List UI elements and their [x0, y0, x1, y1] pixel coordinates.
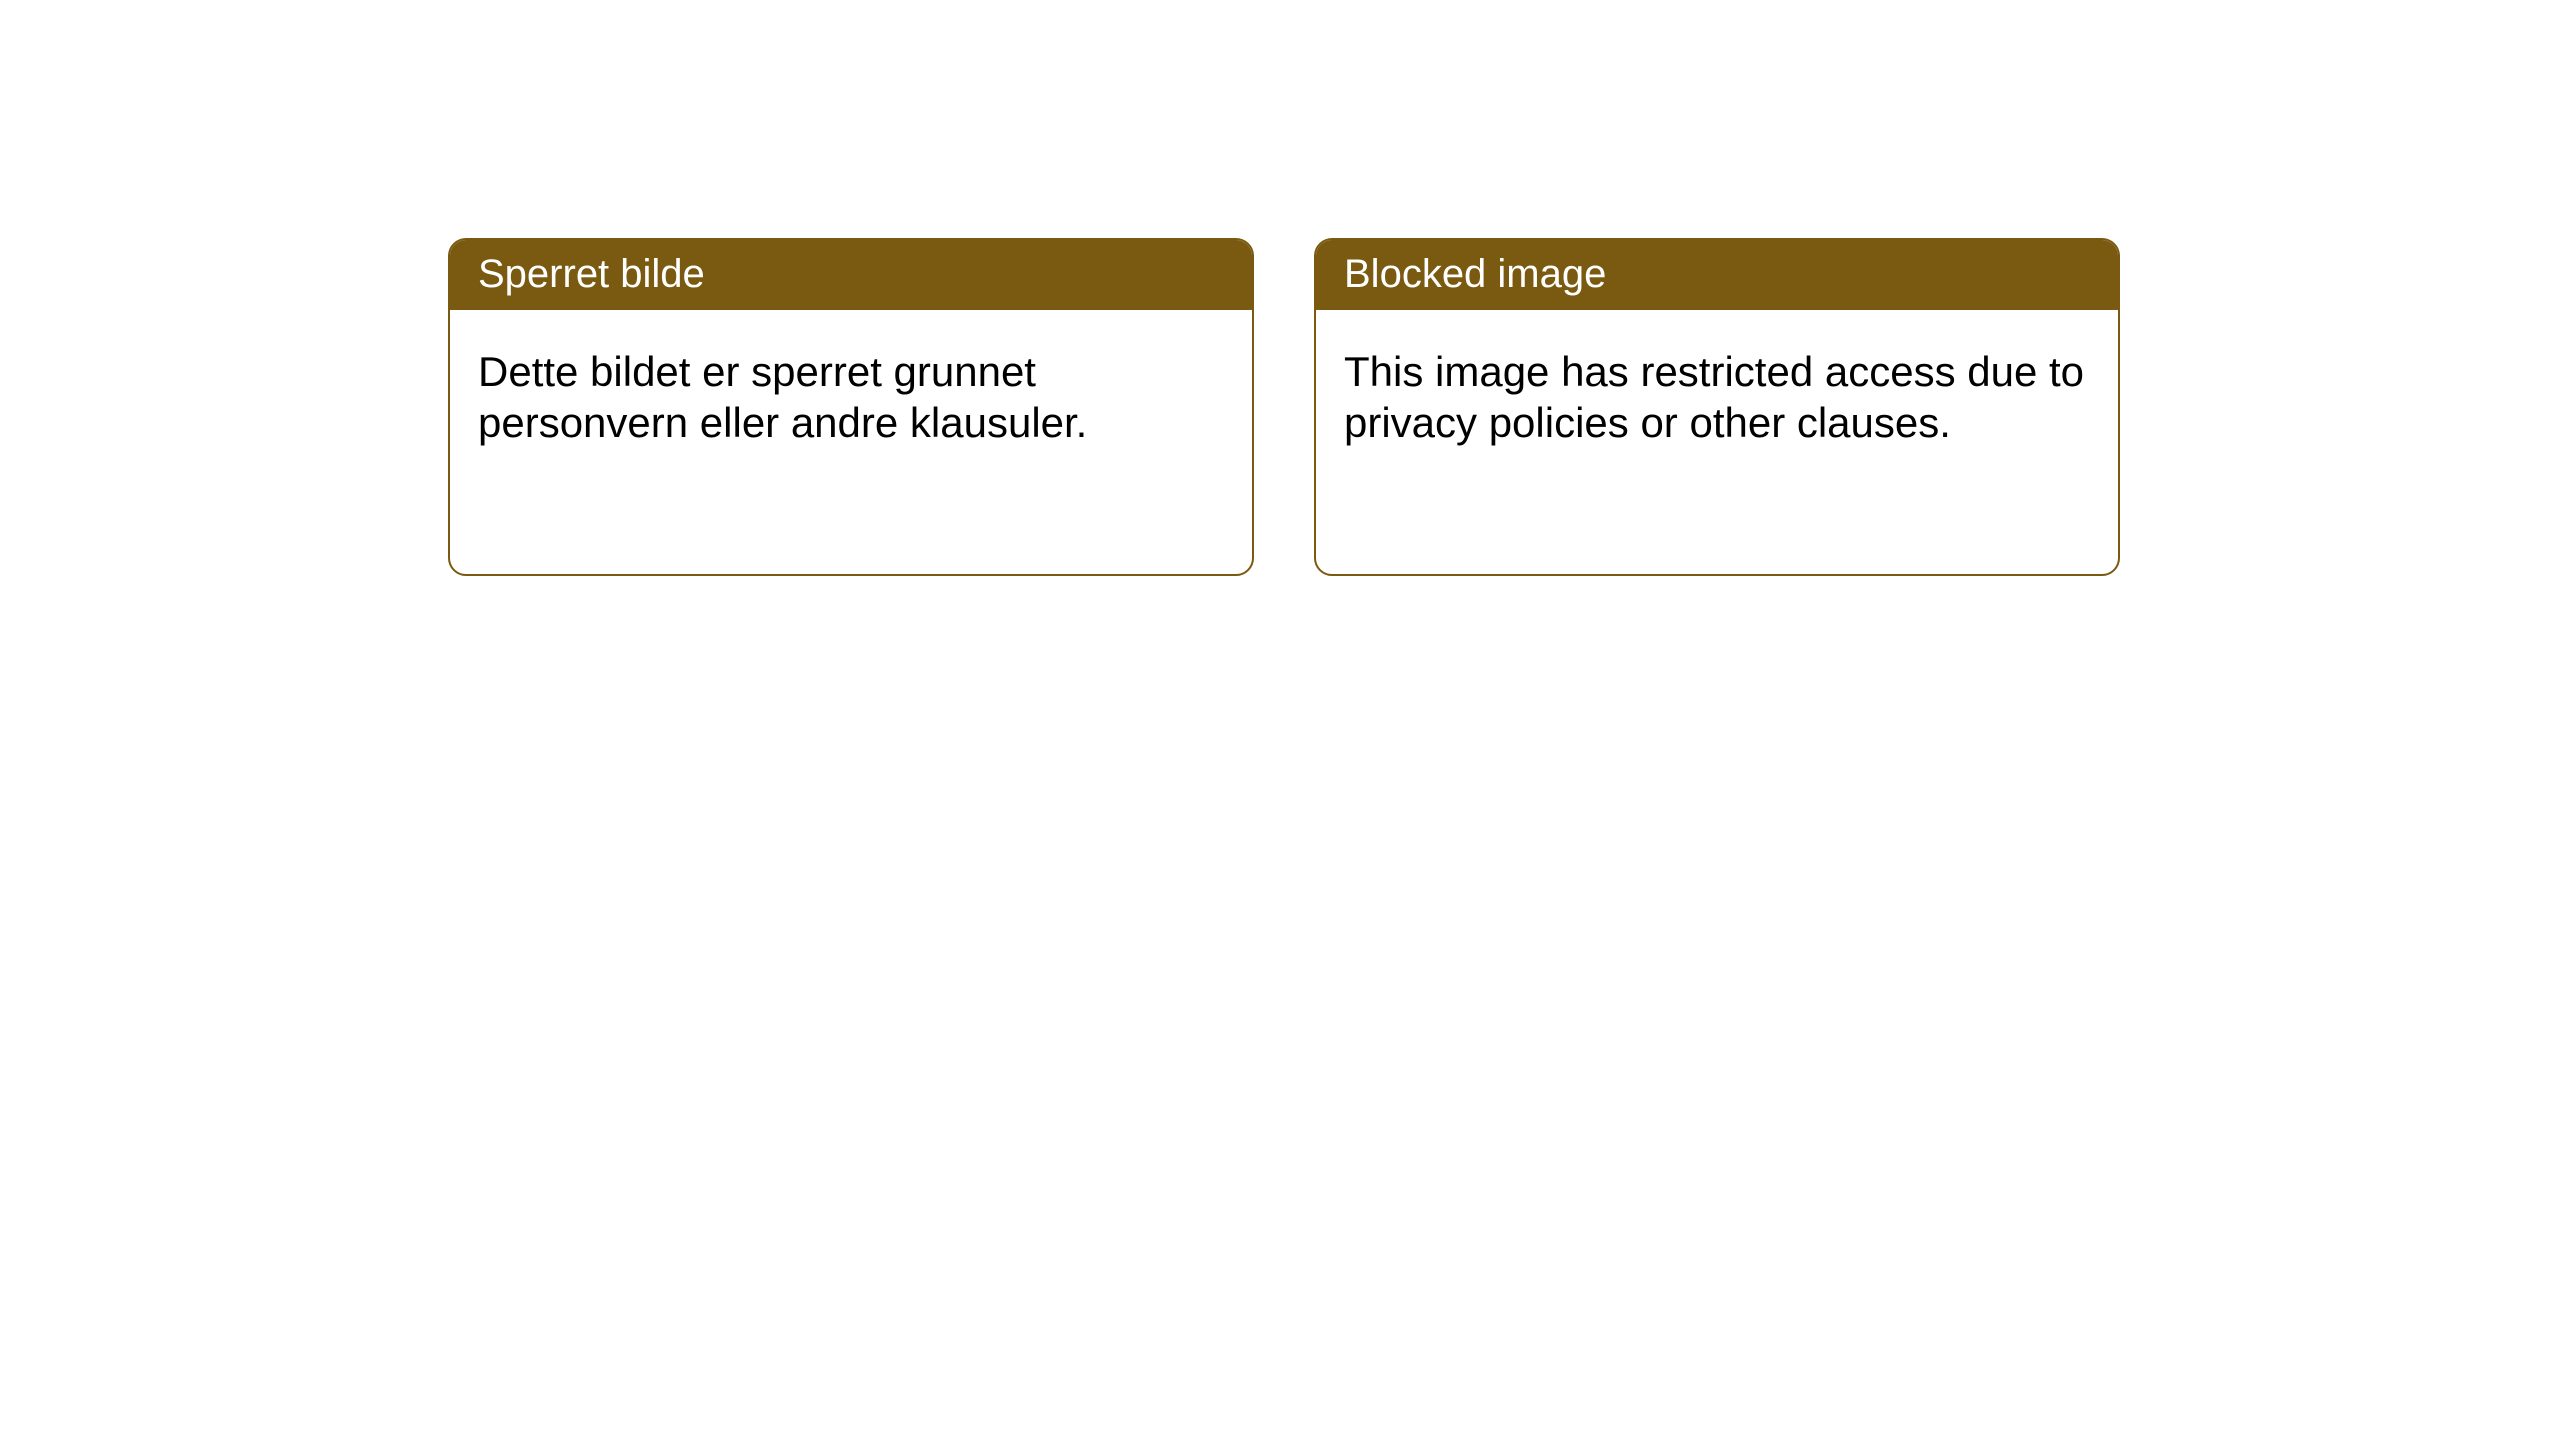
notice-header: Sperret bilde	[450, 240, 1252, 310]
notice-body-text: This image has restricted access due to …	[1344, 348, 2084, 446]
notice-container: Sperret bilde Dette bildet er sperret gr…	[0, 0, 2560, 576]
notice-header: Blocked image	[1316, 240, 2118, 310]
notice-title: Blocked image	[1344, 252, 1606, 296]
notice-body: This image has restricted access due to …	[1316, 310, 2118, 484]
notice-card-no: Sperret bilde Dette bildet er sperret gr…	[448, 238, 1254, 576]
notice-body: Dette bildet er sperret grunnet personve…	[450, 310, 1252, 484]
notice-body-text: Dette bildet er sperret grunnet personve…	[478, 348, 1087, 446]
notice-card-en: Blocked image This image has restricted …	[1314, 238, 2120, 576]
notice-title: Sperret bilde	[478, 252, 705, 296]
